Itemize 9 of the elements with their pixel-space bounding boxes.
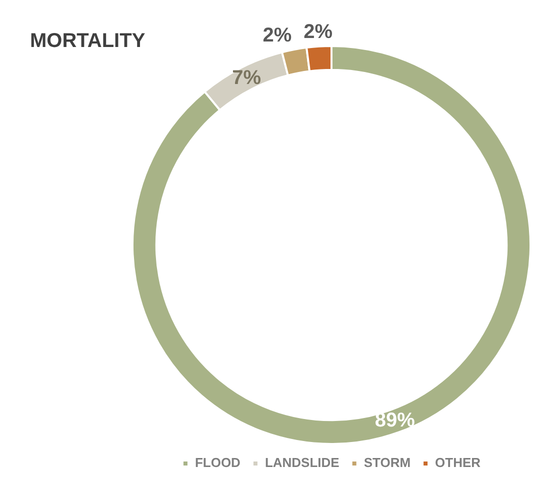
legend-label: FLOOD [194,455,240,470]
data-label: 7% [232,66,262,89]
legend-label: STORM [364,455,411,470]
legend-label: LANDSLIDE [264,455,340,470]
data-label: 89% [374,410,416,432]
legend-label: OTHER [435,455,482,470]
data-label: 2% [304,20,333,43]
data-label: 2% [262,24,292,46]
chart-title: MORTALITY [30,30,146,53]
